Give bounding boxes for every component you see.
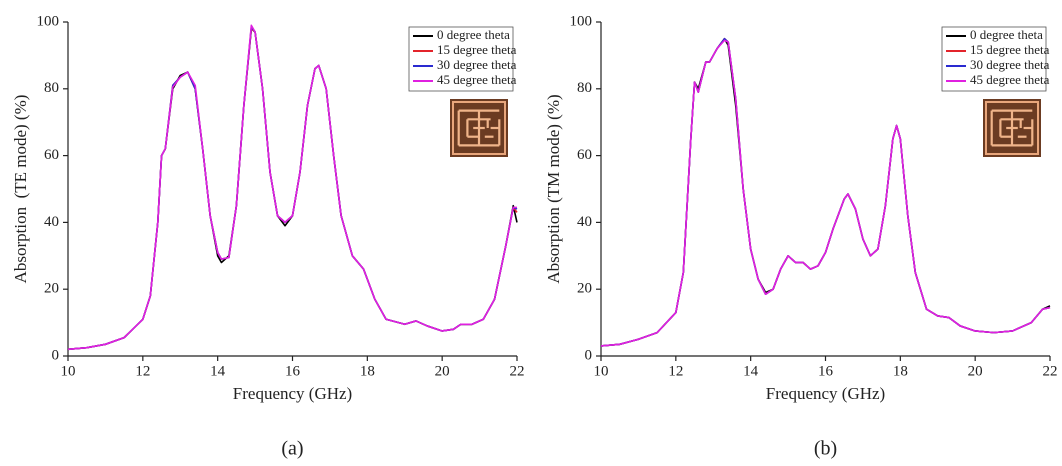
- y-tick-label: 80: [44, 80, 59, 96]
- x-tick-label: 22: [510, 363, 525, 379]
- x-tick-label: 20: [968, 363, 983, 379]
- x-tick-label: 16: [818, 363, 834, 379]
- y-tick-label: 100: [570, 13, 593, 29]
- x-tick-label: 14: [210, 363, 226, 379]
- legend-label: 30 degree theta: [437, 57, 517, 72]
- x-tick-label: 18: [360, 363, 375, 379]
- series-line: [67, 24, 517, 351]
- x-axis-title: Frequency (GHz): [766, 384, 885, 403]
- legend-label: 45 degree theta: [437, 72, 517, 87]
- y-tick-label: 60: [44, 147, 59, 163]
- y-tick-label: 20: [577, 281, 592, 297]
- inset-frame: [452, 101, 506, 155]
- legend-label: 15 degree theta: [437, 42, 517, 57]
- x-tick-label: 10: [594, 363, 609, 379]
- x-axis-title: Frequency (GHz): [233, 384, 352, 403]
- legend-label: 45 degree theta: [970, 72, 1050, 87]
- legend-label: 0 degree theta: [437, 27, 510, 42]
- y-axis-title: Absorption (TE mode) (%): [11, 95, 30, 284]
- y-tick-label: 40: [44, 214, 59, 230]
- y-tick-label: 60: [577, 147, 592, 163]
- inset-image: [983, 99, 1041, 157]
- inset-image: [450, 99, 508, 157]
- legend-label: 0 degree theta: [970, 27, 1043, 42]
- x-tick-label: 20: [435, 363, 450, 379]
- y-tick-label: 40: [577, 214, 592, 230]
- legend-label: 30 degree theta: [970, 57, 1050, 72]
- y-tick-label: 0: [585, 347, 593, 363]
- y-tick-label: 80: [577, 80, 592, 96]
- x-tick-label: 18: [893, 363, 908, 379]
- panel-label: (a): [281, 438, 303, 460]
- x-tick-label: 22: [1043, 363, 1058, 379]
- inset-frame: [985, 101, 1039, 155]
- x-tick-label: 12: [668, 363, 683, 379]
- y-axis-title: Absorption (TM mode) (%): [544, 94, 563, 283]
- x-tick-label: 10: [61, 363, 76, 379]
- y-tick-label: 0: [52, 347, 60, 363]
- x-tick-label: 16: [285, 363, 301, 379]
- x-tick-label: 14: [743, 363, 759, 379]
- panel-label: (b): [814, 438, 837, 460]
- x-tick-label: 12: [135, 363, 150, 379]
- y-tick-label: 20: [44, 281, 59, 297]
- legend-label: 15 degree theta: [970, 42, 1050, 57]
- series-line: [600, 39, 1051, 347]
- y-tick-label: 100: [37, 13, 60, 29]
